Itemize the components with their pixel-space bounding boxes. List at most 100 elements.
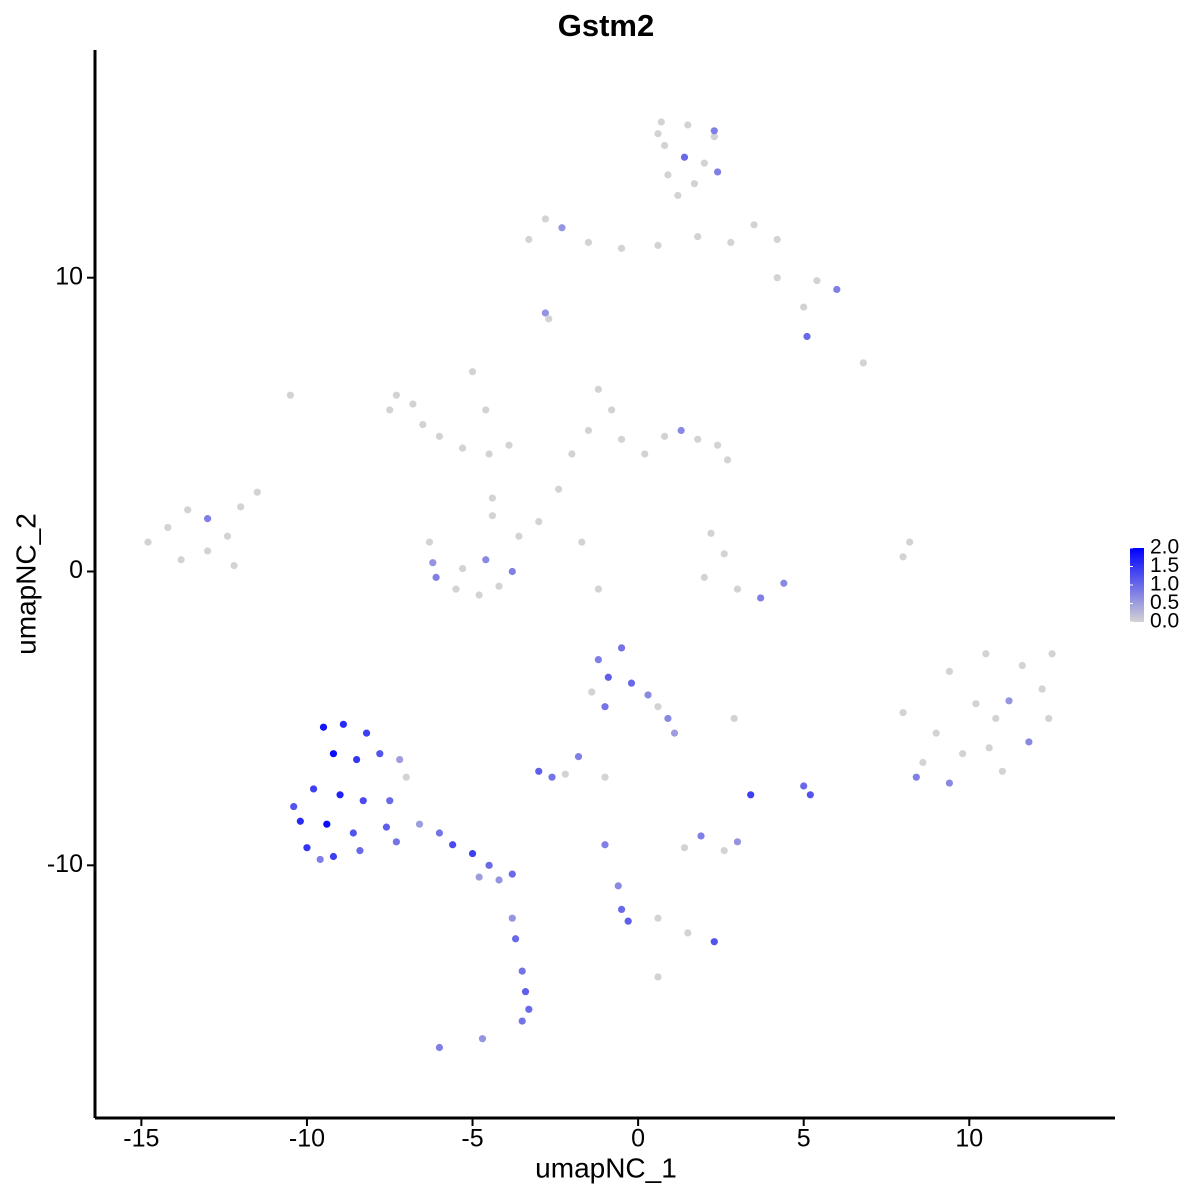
point xyxy=(588,688,596,696)
point xyxy=(392,391,400,399)
point xyxy=(548,773,556,781)
point xyxy=(617,644,626,652)
point xyxy=(697,832,705,840)
point xyxy=(806,791,814,799)
point xyxy=(700,159,708,167)
point xyxy=(1045,714,1053,723)
point xyxy=(608,406,616,414)
x-tick-label: -10 xyxy=(289,1125,325,1153)
point xyxy=(750,221,758,229)
point xyxy=(727,238,735,247)
point xyxy=(296,817,304,825)
point xyxy=(339,720,347,728)
point xyxy=(432,573,440,581)
point xyxy=(336,791,344,799)
point xyxy=(680,153,689,161)
point xyxy=(237,503,245,511)
point xyxy=(617,435,626,443)
point xyxy=(435,432,444,440)
point xyxy=(488,512,497,520)
point xyxy=(545,315,553,323)
x-axis-title: umapNC_1 xyxy=(535,1152,677,1183)
point xyxy=(713,441,722,449)
x-tick-label: 10 xyxy=(955,1125,983,1153)
point xyxy=(584,426,593,435)
point xyxy=(482,556,490,564)
point xyxy=(253,488,261,496)
point xyxy=(290,802,298,811)
point xyxy=(594,385,602,393)
point xyxy=(661,141,669,150)
point xyxy=(478,1035,487,1043)
point xyxy=(468,368,477,376)
point xyxy=(800,303,808,311)
point xyxy=(710,938,718,946)
point xyxy=(356,847,364,855)
point xyxy=(1018,661,1026,670)
y-tick-label: -10 xyxy=(47,850,83,878)
point xyxy=(495,582,503,590)
y-tick-label: 10 xyxy=(55,262,83,290)
point xyxy=(568,450,576,458)
point xyxy=(833,285,841,294)
point xyxy=(694,232,702,241)
point xyxy=(654,703,662,711)
point xyxy=(1025,738,1033,746)
point xyxy=(912,773,920,781)
point xyxy=(316,855,324,864)
point xyxy=(707,529,715,537)
point xyxy=(1038,685,1046,693)
point xyxy=(475,591,483,599)
point xyxy=(468,849,477,858)
point xyxy=(319,723,328,731)
point xyxy=(521,988,530,996)
point xyxy=(644,691,652,699)
point xyxy=(899,553,907,561)
point xyxy=(654,130,662,138)
point xyxy=(525,235,533,244)
point xyxy=(657,118,665,126)
point xyxy=(859,359,867,367)
point xyxy=(515,532,523,540)
point xyxy=(641,450,649,458)
colorbar-tick-label: 1.5 xyxy=(1150,554,1179,577)
point xyxy=(362,729,371,737)
point xyxy=(601,841,609,849)
point xyxy=(945,667,954,676)
point xyxy=(488,494,497,502)
point xyxy=(614,882,622,890)
point xyxy=(505,441,513,449)
point xyxy=(425,538,434,546)
point xyxy=(144,538,152,546)
point xyxy=(177,556,185,564)
chart-title: Gstm2 xyxy=(558,8,654,43)
point xyxy=(690,180,699,188)
point xyxy=(574,753,583,761)
x-tick-label: 5 xyxy=(797,1125,811,1153)
point xyxy=(730,714,738,723)
point xyxy=(654,241,662,249)
point xyxy=(664,171,672,179)
colorbar xyxy=(1130,548,1144,622)
point xyxy=(386,406,394,414)
point xyxy=(733,838,742,846)
point xyxy=(664,714,672,723)
point xyxy=(329,750,338,758)
point xyxy=(919,758,927,767)
point xyxy=(720,550,728,558)
point xyxy=(594,656,602,664)
point xyxy=(396,755,404,764)
point xyxy=(803,332,811,341)
point xyxy=(475,873,483,881)
point xyxy=(757,594,765,602)
point xyxy=(723,456,732,464)
point xyxy=(1005,697,1013,705)
point xyxy=(508,567,516,576)
point xyxy=(518,967,526,975)
point xyxy=(601,773,609,781)
point xyxy=(184,506,192,514)
point xyxy=(674,191,682,200)
point xyxy=(402,773,410,781)
point xyxy=(508,914,516,922)
